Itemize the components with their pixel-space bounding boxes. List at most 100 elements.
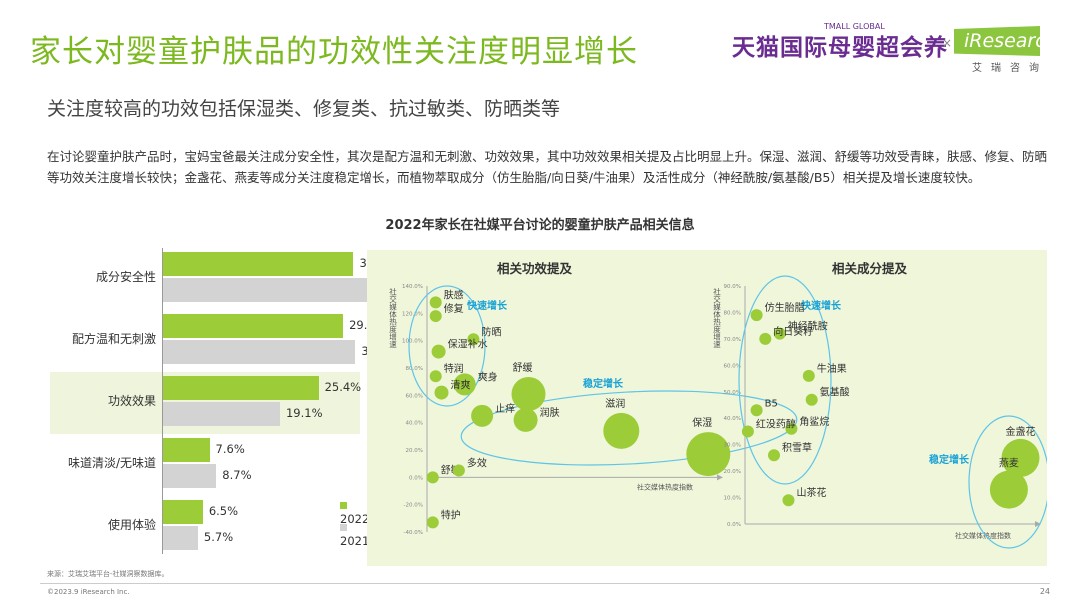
scatter-point xyxy=(426,516,439,529)
bar-2022 xyxy=(163,376,319,400)
point-label: 山茶花 xyxy=(797,486,827,499)
annotation-steady: 稳定增长 xyxy=(583,377,624,390)
fast-growth-ellipse xyxy=(738,275,832,485)
bar-2021 xyxy=(163,340,356,364)
y-axis-label: 社交媒体热度增速 xyxy=(712,287,721,350)
chart-title: 2022年家长在社媒平台讨论的婴童护肤产品相关信息 xyxy=(385,218,695,233)
legend-swatch xyxy=(340,524,347,531)
x-axis-label: 社交媒体热度指数 xyxy=(955,531,1011,540)
y-tick-label: 60.0% xyxy=(724,363,741,369)
bar-category-label: 成分安全性 xyxy=(95,270,156,284)
scatter-point xyxy=(1001,438,1040,477)
source-note: 来源：艾瑞艾瑞平台-社媒洞察数据库。 xyxy=(47,570,169,578)
bar-axis xyxy=(162,248,163,554)
y-tick-label: 50.0% xyxy=(724,390,741,396)
point-label: 保湿补水 xyxy=(448,338,488,351)
y-tick-label: 80.0% xyxy=(406,366,423,372)
scatter-point xyxy=(773,327,786,340)
bar-category-label: 使用体验 xyxy=(107,518,156,532)
scatter-point xyxy=(686,432,731,477)
bar-value-label: 8.7% xyxy=(222,468,252,482)
scatter-point xyxy=(431,344,446,359)
point-label: 氨基酸 xyxy=(820,386,850,399)
legend-label: 2022 xyxy=(340,512,370,526)
y-tick-label: -20.0% xyxy=(404,503,423,509)
legend-2021: 2021 xyxy=(340,520,369,548)
point-label: 修复 xyxy=(444,302,464,315)
scatter-point xyxy=(741,425,754,438)
bar-row: 使用体验 6.5% 5.7% xyxy=(50,496,360,558)
bar-value-label: 5.7% xyxy=(203,530,234,544)
x-axis-arrow xyxy=(1035,521,1041,527)
point-label: 舒缓 xyxy=(513,361,533,374)
brand-logos: TMALL GLOBAL 天猫国际母婴超会养 × iResearch 艾瑞咨询 xyxy=(732,22,1052,74)
scatter-point xyxy=(782,494,795,507)
scatter-point xyxy=(805,393,818,406)
y-tick-label: 100.0% xyxy=(402,339,423,345)
scatter-panel: 相关功效提及 相关成分提及 140.0% 120.0% 100.0% 80.0% 60.… xyxy=(367,250,1050,566)
point-label: 润肤 xyxy=(540,406,560,419)
y-tick-label: 20.0% xyxy=(406,448,423,454)
bar-value-label: 6.5% xyxy=(208,504,239,518)
bar-2022 xyxy=(163,500,203,524)
scatter-point xyxy=(453,373,476,396)
x-axis-label: 社交媒体热度指数 xyxy=(637,482,693,491)
scatter-point xyxy=(802,369,815,382)
point-label: 止痒 xyxy=(495,402,515,415)
bar-category-label: 味道清淡/无味道 xyxy=(67,456,156,470)
point-label: B5 xyxy=(765,398,778,409)
scatter-point xyxy=(768,449,780,462)
bar-row: 成分安全性31.1%35.1% xyxy=(50,248,421,310)
y-tick-label: 60.0% xyxy=(406,393,423,399)
point-label: 特润 xyxy=(444,362,464,375)
fast-growth-ellipse xyxy=(408,285,486,407)
point-label: 牛油果 xyxy=(817,362,847,375)
x-axis-arrow xyxy=(717,474,723,481)
scatter-point xyxy=(426,471,439,484)
y-tick-label: 80.0% xyxy=(724,310,741,316)
scatter-point xyxy=(429,370,442,383)
bar-value-label: 19.1% xyxy=(285,406,323,420)
point-label: 仿生胎脂 xyxy=(765,301,805,314)
bar-value-label: 25.4% xyxy=(324,380,362,394)
point-label: 积雪草 xyxy=(782,442,812,454)
point-label: 角鲨烷 xyxy=(799,415,829,428)
scatter-point xyxy=(785,422,798,435)
y-tick-label: 40.0% xyxy=(406,421,423,427)
scatter-point xyxy=(511,376,546,411)
bar-2022 xyxy=(163,252,354,276)
point-label: 滋润 xyxy=(605,397,625,410)
page-title: 家长对婴童护肤品的功效性关注度明显增长 xyxy=(30,34,638,70)
bar-2021 xyxy=(163,526,198,550)
scatter-title-effects: 相关功效提及 xyxy=(497,261,573,276)
bar-category-label: 功效效果 xyxy=(107,394,156,408)
scatter-point xyxy=(759,332,772,345)
scatter-svg: 140.0% 120.0% 100.0% 80.0% 60.0% 40.0% 20.0% 0.… xyxy=(388,275,1050,549)
y-tick-label: 30.0% xyxy=(724,443,741,449)
point-label: 防晒 xyxy=(481,325,501,338)
iresearch-logo: iResearch xyxy=(954,26,1040,56)
bar-2022 xyxy=(163,314,344,338)
bar-2022 xyxy=(163,438,210,462)
page-number: 24 xyxy=(1039,587,1050,596)
tmall-global-text: TMALL GLOBAL xyxy=(824,22,885,31)
y-tick-label: 40.0% xyxy=(724,416,741,422)
scatter-point xyxy=(513,407,538,432)
y-tick-label: 0.0% xyxy=(727,522,741,528)
y-tick-label: 0.0% xyxy=(409,475,423,481)
page-subtitle: 关注度较高的功效包括保湿类、修复类、抗过敏类、防晒类等 xyxy=(47,98,561,120)
y-tick-label: 20.0% xyxy=(724,469,741,475)
point-label: 燕麦 xyxy=(999,458,1019,470)
annotation-steady: 稳定增长 xyxy=(929,453,970,466)
bar-chart: 成分安全性31.1%35.1%配方温和无刺激29.4%31.4% 功效效果 25.4… xyxy=(50,248,421,554)
scatter-point xyxy=(429,296,442,309)
legend-swatch xyxy=(340,502,347,509)
y-tick-label: 140.0% xyxy=(402,284,423,290)
y-tick-label: 120.0% xyxy=(402,311,423,317)
y-axis-label: 社交媒体热度增速 xyxy=(388,287,397,350)
scatter-point xyxy=(750,309,763,322)
point-label: 特护 xyxy=(441,508,461,521)
description-text: 在讨论婴童护肤产品时，宝妈宝爸最关注成分安全性，其次是配方温和无刺激、功效效果，… xyxy=(47,149,1048,185)
bar-2021 xyxy=(163,464,217,488)
point-label: 爽身 xyxy=(478,370,498,383)
